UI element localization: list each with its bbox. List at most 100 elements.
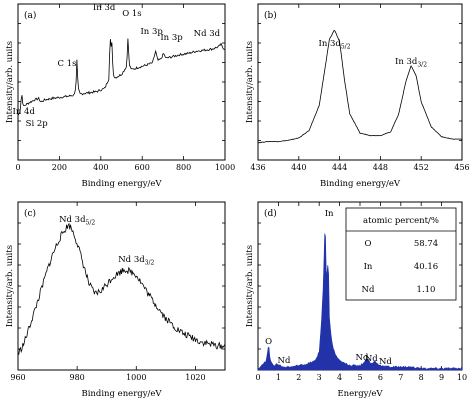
y-axis-label: Intensity/arb. units	[245, 245, 255, 327]
peak-annotation: Nd 3d	[194, 29, 221, 39]
peak-annotation-text: In 3d	[395, 57, 418, 67]
x-tick-label: 1	[276, 373, 281, 382]
x-tick-label: 0	[15, 163, 20, 172]
y-axis-label: Intensity/arb. units	[245, 41, 255, 123]
x-tick-label: 400	[93, 163, 108, 172]
peak-annotation-text: C 1s	[58, 59, 77, 69]
peak-annotation: In	[325, 209, 334, 219]
spectrum-line	[257, 29, 463, 144]
peak-annotation-text: Nd 3d	[59, 215, 86, 225]
panel-a: 0 200 400 600 800 1000 Binding energy/eV Intens…	[5, 3, 235, 189]
x-tick-label: 9	[439, 373, 444, 382]
peak-annotation-text: Nd 3d	[118, 255, 145, 265]
peak-annotation-subscript: 3/2	[417, 62, 427, 69]
x-tick-label: 960	[10, 373, 25, 382]
table-cell-element: In	[364, 262, 373, 272]
peak-annotation: Nd	[356, 353, 369, 363]
x-tick-label: 800	[176, 163, 191, 172]
peak-annotation: Nd	[278, 356, 291, 366]
peak-annotation-text: O	[265, 337, 272, 347]
peak-annotation-text: Nd	[278, 356, 291, 366]
plot-frame	[17, 201, 226, 371]
x-axis-label: Binding energy/eV	[81, 389, 162, 399]
x-tick-label: 8	[419, 373, 424, 382]
peak-annotation: Nd	[379, 357, 392, 367]
peak-annotation-subscript: 3/2	[145, 260, 155, 267]
panel-label: (d)	[264, 208, 277, 219]
x-tick-label: 7	[398, 373, 403, 382]
table-header: atomic percent/%	[363, 216, 439, 226]
peak-annotation: Nd	[365, 354, 378, 364]
peak-annotation: Nd 3d3/2	[118, 255, 154, 267]
x-tick-label: 456	[454, 163, 469, 172]
peak-annotation-text: In 4d	[13, 107, 36, 117]
spectrum-area	[257, 233, 463, 371]
panel-d: 0 1 2 3 4 5 6 7 8 9 10 Energy/eV Intensity/arb. unit…	[245, 201, 467, 399]
x-axis-label: Binding energy/eV	[81, 179, 162, 189]
x-tick-label: 6	[378, 373, 383, 382]
peak-annotation-text: In 3d	[318, 39, 341, 49]
peak-annotation-text: In 3d	[93, 3, 116, 13]
x-tick-label: 4	[337, 373, 342, 382]
table-cell-element: Nd	[362, 285, 375, 295]
peak-annotation-text: In 3p	[160, 33, 183, 43]
table-frame	[345, 207, 457, 301]
x-tick-label: 5	[357, 373, 362, 382]
panel-label: (b)	[264, 10, 277, 21]
peak-annotation: In 3p	[160, 33, 183, 43]
spectrum-line	[17, 38, 226, 117]
x-tick-label: 600	[135, 163, 150, 172]
peak-annotation-text: In	[325, 209, 334, 219]
x-tick-label: 2	[296, 373, 301, 382]
x-tick-label: 436	[250, 163, 265, 172]
peak-annotation: In 3d5/2	[318, 39, 350, 51]
table-cell-value: 40.16	[414, 262, 438, 272]
peak-annotation-text: O 1s	[122, 9, 141, 19]
peak-annotation: In 3p	[140, 27, 163, 37]
peak-annotation-text: Nd	[379, 357, 392, 367]
peak-annotation-subscript: 5/2	[86, 220, 96, 227]
x-tick-label: 3	[317, 373, 322, 382]
x-tick-label: 440	[291, 163, 306, 172]
table-cell-value: 58.74	[414, 239, 438, 249]
peak-annotation: Nd 3d5/2	[59, 215, 95, 227]
panel-c: 960 980 1000 1020 Binding energy/eV Intensity…	[5, 201, 226, 399]
x-tick-label: 1000	[215, 163, 235, 172]
y-axis-label: Intensity/arb. units	[5, 245, 15, 327]
atomic-percent-table: atomic percent/% O 58.74 In 40.16 Nd 1.10	[345, 207, 457, 301]
x-axis-label: Binding energy/eV	[320, 179, 401, 189]
x-tick-label: 452	[414, 163, 429, 172]
peak-annotation-text: Nd	[356, 353, 369, 363]
x-tick-label: 444	[332, 163, 347, 172]
peak-annotation-text: Nd 3d	[194, 29, 221, 39]
x-tick-label: 1020	[185, 373, 205, 382]
y-axis-label: Intensity/arb. units	[5, 41, 15, 123]
x-tick-label: 1000	[126, 373, 146, 382]
peak-annotation: C 1s	[58, 59, 77, 69]
x-tick-label: 10	[457, 373, 467, 382]
spectrum-line	[17, 222, 226, 355]
panel-b: 436 440 444 448 452 456 Binding energy/eV Inten…	[245, 3, 470, 189]
x-tick-label: 448	[373, 163, 388, 172]
x-tick-label: 0	[255, 373, 260, 382]
plot-frame	[17, 3, 226, 161]
peak-annotation-text: Si 2p	[26, 119, 49, 129]
peak-annotation: O 1s	[122, 9, 141, 19]
table-cell-value: 1.10	[417, 285, 436, 295]
panel-label: (a)	[24, 10, 36, 21]
peak-annotation: O	[265, 337, 272, 347]
peak-annotation-text: In 3p	[140, 27, 163, 37]
peak-annotation-subscript: 5/2	[341, 44, 351, 51]
peak-annotation: In 3d3/2	[395, 57, 427, 69]
plot-frame	[257, 3, 463, 161]
x-tick-label: 980	[70, 373, 85, 382]
peak-annotation: In 4d	[13, 107, 36, 117]
peak-annotation-text: Nd	[365, 354, 378, 364]
table-cell-element: O	[365, 239, 372, 249]
panel-label: (c)	[24, 208, 36, 219]
x-axis-label: Energy/eV	[337, 389, 383, 399]
peak-annotation: Si 2p	[26, 119, 49, 129]
x-tick-label: 200	[52, 163, 67, 172]
peak-annotation: In 3d	[93, 3, 116, 13]
